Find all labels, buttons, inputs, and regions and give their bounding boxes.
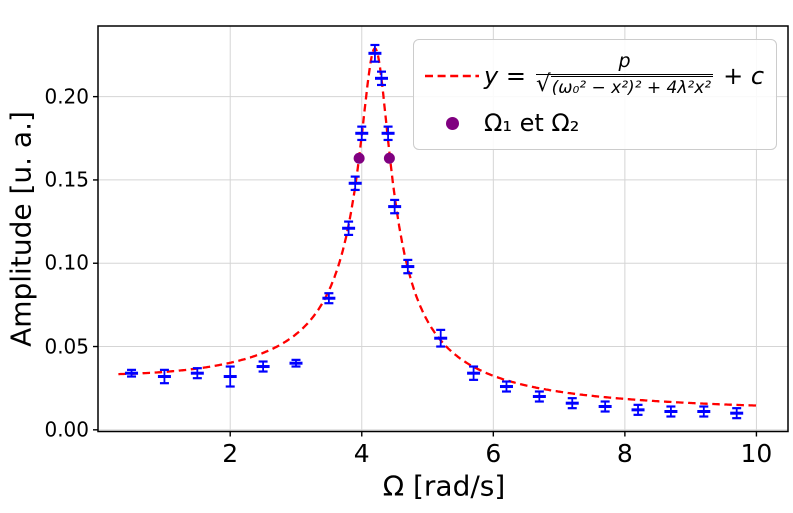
legend: y = p √ (ω₀² − x²)² + 4λ²x² + c Ω₁ et Ω₂ — [413, 39, 777, 150]
formula-fraction: p √ (ω₀² − x²)² + 4λ²x² — [535, 49, 714, 99]
fraction-denominator: √ (ω₀² − x²)² + 4λ²x² — [535, 70, 714, 99]
y-tick-label: 0.15 — [44, 167, 89, 192]
half-power-point — [383, 152, 395, 164]
formula-lhs: y = — [484, 61, 526, 90]
half-power-point — [353, 152, 365, 164]
legend-row-fit: y = p √ (ω₀² − x²)² + 4λ²x² + c — [420, 49, 770, 99]
legend-row-points: Ω₁ et Ω₂ — [420, 109, 770, 137]
legend-marker-dot-wrap — [420, 116, 484, 130]
sqrt-radicand: (ω₀² − x²)² + 4λ²x² — [550, 75, 714, 98]
legend-dashed-line-sample — [420, 72, 484, 80]
y-tick-label: 0.00 — [44, 417, 89, 442]
y-tick-label: 0.20 — [44, 84, 89, 109]
x-tick-label: 2 — [222, 438, 239, 468]
dashed-line-icon — [425, 74, 479, 77]
legend-fit-formula: y = p √ (ω₀² − x²)² + 4λ²x² + c — [484, 49, 765, 99]
sqrt-radical-icon: √ — [535, 70, 551, 97]
x-tick-label: 4 — [353, 438, 370, 468]
formula-suffix: + c — [723, 61, 765, 90]
x-tick-label: 6 — [485, 438, 502, 468]
axes-border — [97, 25, 789, 433]
x-tick-label: 8 — [616, 438, 633, 468]
y-tick-label: 0.05 — [44, 334, 89, 359]
fraction-numerator: p — [618, 49, 631, 72]
legend-omega-label: Ω₁ et Ω₂ — [484, 109, 580, 138]
x-tick-label: 10 — [740, 438, 773, 468]
legend-marker-dot-icon — [445, 116, 459, 130]
y-axis-label: Amplitude [u. a.] — [4, 111, 38, 347]
y-tick-label: 0.10 — [44, 250, 89, 275]
x-axis-label: Ω [rad/s] — [382, 469, 506, 503]
